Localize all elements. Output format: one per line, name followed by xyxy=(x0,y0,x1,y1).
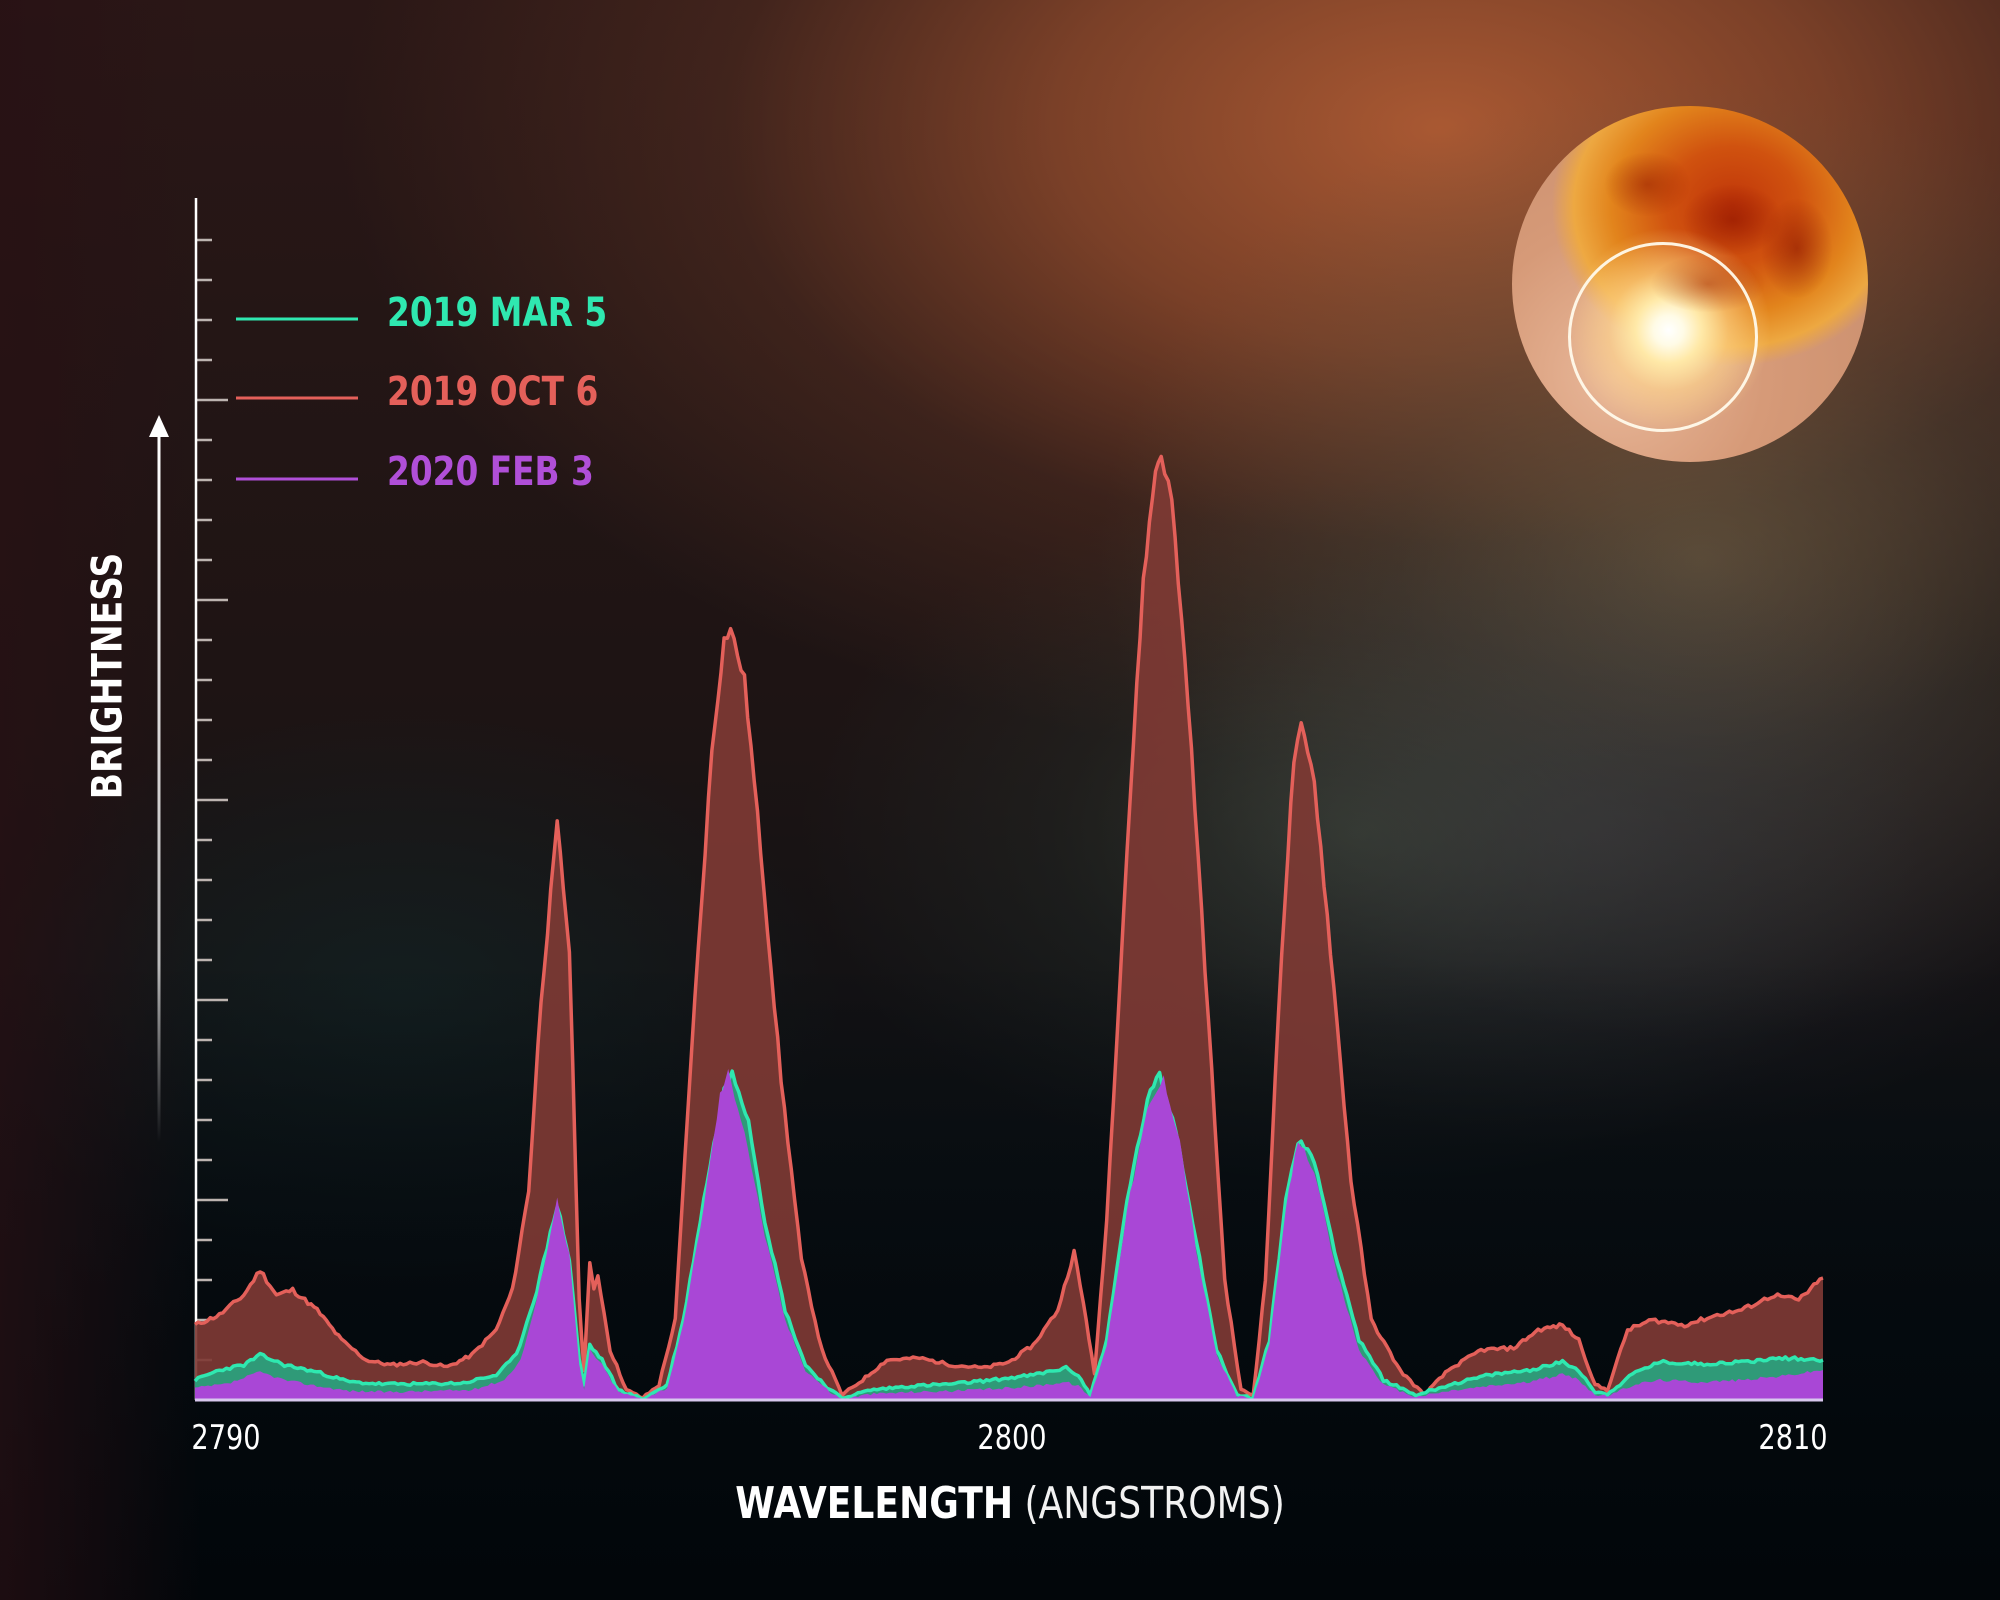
flare-highlight-circle xyxy=(1568,242,1758,432)
x-tick-2810: 2810 xyxy=(1758,1418,1828,1458)
series-layer xyxy=(193,454,1824,1402)
x-axis-label-main: WAVELENGTH xyxy=(735,1478,1014,1529)
x-axis-label: WAVELENGTH (ANGSTROMS) xyxy=(735,1478,1285,1529)
x-axis-label-units: (ANGSTROMS) xyxy=(1024,1478,1285,1529)
legend-item-oct6: 2019 OCT 6 xyxy=(387,369,599,415)
legend-item-mar5: 2019 MAR 5 xyxy=(387,290,608,336)
x-tick-2790: 2790 xyxy=(191,1418,261,1458)
y-axis-ticks xyxy=(196,238,228,1362)
y-axis-label: BRIGHTNESS xyxy=(82,552,132,800)
legend-lines xyxy=(236,317,358,481)
brightness-arrow-icon xyxy=(149,415,169,1142)
legend-item-feb3: 2020 FEB 3 xyxy=(387,449,594,495)
series-oct-6 xyxy=(193,454,1824,1400)
x-tick-2800: 2800 xyxy=(977,1418,1047,1458)
series-mar-5 xyxy=(193,1069,1824,1402)
